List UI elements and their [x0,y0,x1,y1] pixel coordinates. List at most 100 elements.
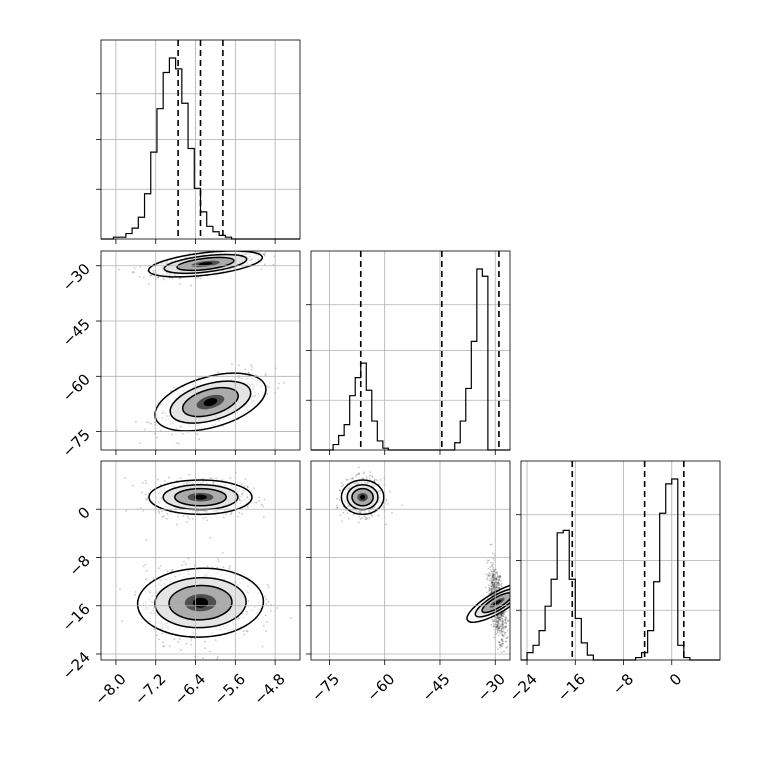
scatter-point [501,612,503,615]
scatter-point [492,570,495,573]
scatter-point [492,579,495,582]
scatter-point [502,623,504,626]
scatter-point [177,442,180,445]
scatter-point [345,478,348,481]
scatter-point [499,614,502,617]
scatter-point [162,645,165,648]
scatter-point [156,436,159,439]
scatter-point [491,581,494,584]
scatter-point [492,587,495,590]
scatter-point [502,628,505,630]
scatter-point [497,582,500,585]
scatter-point [262,505,264,508]
scatter-point [491,583,494,586]
scatter-point [365,476,368,479]
scatter-point [246,506,249,508]
scatter-point [491,590,494,593]
scatter-point [488,559,490,562]
scatter-point [497,627,500,630]
scatter-point [171,433,174,436]
scatter-point [369,471,372,474]
scatter-point [498,619,500,622]
scatter-point [265,385,268,388]
scatter-point [163,278,166,281]
scatter-point [505,616,507,619]
scatter-point [501,620,504,623]
scatter-point [497,619,500,622]
scatter-point [225,513,227,516]
scatter-point [497,579,500,582]
scatter-point [371,476,374,478]
scatter-point [144,479,147,482]
scatter-point [361,477,364,480]
scatter-point [491,552,494,555]
scatter-point [250,363,252,366]
scatter-point [181,564,184,567]
scatter-point [484,586,487,589]
scatter-point [261,645,264,648]
scatter-point [501,631,504,633]
scatter-point [500,628,503,630]
scatter-point [248,372,251,375]
scatter-point [491,582,493,585]
scatter-point [357,466,360,469]
density-peak [194,494,207,500]
density-peak [192,597,209,608]
scatter-point [506,619,509,622]
scatter-point [504,619,507,621]
scatter-point [352,513,355,516]
scatter-point [156,634,159,637]
scatter-point [201,477,204,480]
scatter-point [490,623,493,626]
scatter-point [246,486,249,489]
scatter-point [490,570,493,573]
scatter-point [358,472,360,475]
scatter-point [497,617,500,620]
scatter-point [491,572,494,575]
scatter-point [506,629,509,632]
scatter-point [488,589,491,592]
scatter-point [140,506,142,509]
scatter-point [501,640,504,642]
scatter-point [490,585,492,588]
scatter-point [506,637,508,640]
scatter-point [493,583,495,586]
density-peak [360,494,366,500]
scatter-point [168,645,171,648]
scatter-point [227,249,229,251]
scatter-point [243,633,246,636]
scatter-point [368,474,371,477]
scatter-point [497,621,500,624]
scatter-point [365,518,368,520]
scatter-point [496,623,499,625]
scatter-point [501,625,504,627]
scatter-point [276,606,279,609]
scatter-point [500,617,503,620]
scatter-point [205,516,207,519]
scatter-point [500,613,503,616]
scatter-point [502,615,505,618]
scatter-point [486,559,489,562]
scatter-point [144,493,147,496]
scatter-point [499,616,501,619]
scatter-point [339,489,342,492]
scatter-point [491,576,494,578]
scatter-point [145,569,148,572]
scatter-point [364,516,367,519]
scatter-point [498,614,500,617]
scatter-point [504,631,507,634]
scatter-point [492,586,495,589]
scatter-point [382,506,385,509]
scatter-point [196,433,199,435]
scatter-point [495,625,498,628]
scatter-point [255,248,257,250]
scatter-point [362,472,365,475]
scatter-point [495,584,498,587]
y-tick-label: −60 [59,370,94,405]
scatter-point [501,643,503,645]
scatter-point [401,504,403,507]
scatter-point [133,267,136,270]
scatter-point [202,517,205,520]
scatter-point [493,570,495,572]
scatter-point [505,637,507,639]
